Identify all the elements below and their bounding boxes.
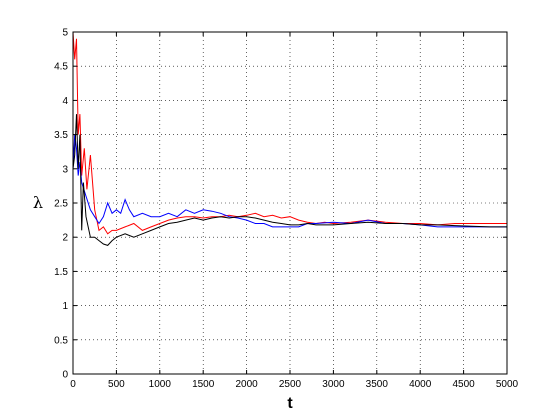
x-tick-label: 1000 (149, 379, 172, 390)
y-tick-label: 4.5 (54, 62, 68, 73)
y-tick-label: 3.5 (54, 130, 68, 141)
y-tick-label: 3 (62, 164, 68, 175)
x-tick-label: 4500 (452, 379, 475, 390)
y-tick-label: 2 (62, 233, 68, 244)
x-tick-label: 2500 (279, 379, 302, 390)
x-tick-label: 3500 (366, 379, 389, 390)
series-line-3 (73, 114, 507, 246)
y-tick-label: 0.5 (54, 335, 68, 346)
x-axis-label: t (287, 395, 293, 412)
x-tick-label: 1500 (192, 379, 215, 390)
data-series (73, 32, 507, 246)
x-tick-label: 3000 (322, 379, 345, 390)
y-tick-label: 2.5 (54, 199, 68, 210)
y-tick-label: 1.5 (54, 267, 68, 278)
grid (73, 32, 507, 374)
x-tick-label: 500 (108, 379, 125, 390)
y-axis-label: λ (33, 193, 43, 212)
y-tick-label: 4 (62, 96, 68, 107)
x-tick-label: 5000 (496, 379, 519, 390)
y-tick-label: 5 (62, 28, 68, 39)
x-tick-label: 4000 (409, 379, 432, 390)
x-tick-label: 2000 (235, 379, 258, 390)
x-tick-label: 0 (70, 379, 76, 390)
axis-ticks: 0 500 1000 1500 2000 2500 3000 3500 4000 4500 5000… (54, 28, 518, 391)
y-tick-label: 0 (62, 370, 68, 381)
series-line-2 (73, 134, 507, 228)
y-tick-label: 1 (62, 301, 68, 312)
